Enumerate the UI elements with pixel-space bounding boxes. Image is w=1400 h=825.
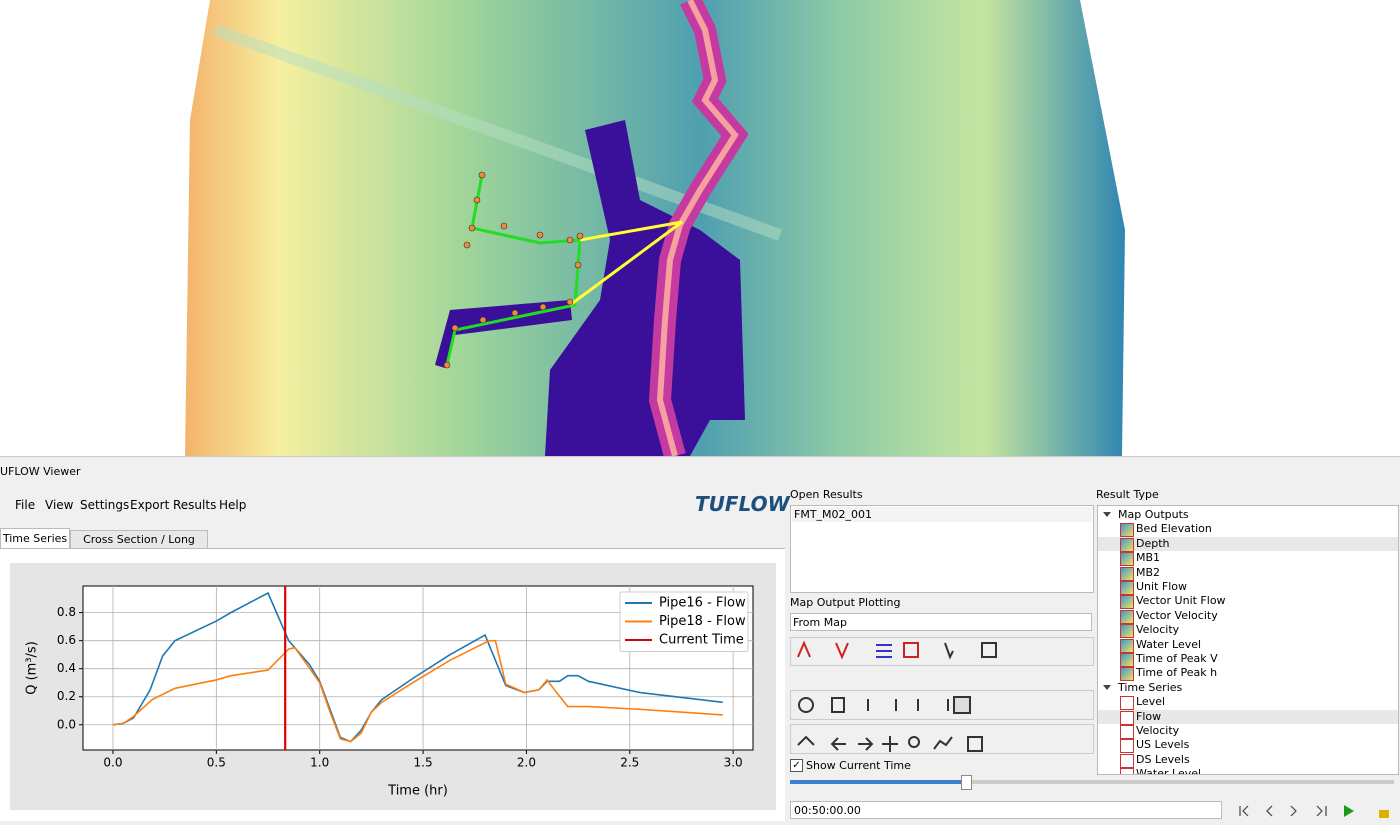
tree-group[interactable]: Time Series [1118, 680, 1183, 694]
tab[interactable]: Cross Section / Long Profile [70, 530, 208, 564]
icon [1120, 537, 1134, 552]
tree-item[interactable]: Bed Elevation [1136, 522, 1212, 536]
toolbar [790, 724, 1094, 754]
label: Open Results [790, 488, 863, 501]
icon [1120, 566, 1134, 581]
expander [1103, 512, 1111, 521]
tree-item[interactable]: Time of Peak V [1136, 652, 1218, 665]
slider-fill [790, 780, 966, 784]
y-tick-label: 0.4 [57, 661, 76, 675]
x-tick-label: 0.0 [103, 756, 122, 770]
icon [1120, 638, 1134, 653]
tree-item[interactable]: Vector Unit Flow [1136, 594, 1226, 608]
toolbar-icons [797, 640, 997, 752]
tree-item[interactable]: Vector Velocity [1136, 608, 1218, 622]
selection [1098, 709, 1398, 724]
legend [619, 591, 749, 652]
results-list[interactable]: FMT_M02_001 [790, 505, 1094, 593]
menu-item[interactable]: Help [219, 498, 247, 512]
flood-area [435, 300, 572, 368]
icon [1120, 710, 1134, 725]
chart: Time (hr) Q (m³/s) 0.0 0.5 1.0 1.5 2.0 2.5 3.0… [10, 563, 776, 810]
line-series [112, 591, 723, 743]
y-tick-label: 0.0 [57, 717, 76, 731]
selection [1098, 536, 1398, 551]
x-tick-label: 3.0 [724, 756, 743, 770]
icon [1120, 768, 1134, 774]
icon [1120, 725, 1134, 739]
checkbox[interactable]: ✓ [790, 759, 803, 772]
slider-handle[interactable] [961, 775, 972, 790]
legend-label: Pipe18 - Flow [659, 614, 746, 629]
menu-item[interactable]: View [45, 498, 74, 512]
label: Result Type [1096, 488, 1159, 501]
icon [1120, 624, 1134, 639]
menu-item[interactable]: Export [130, 498, 170, 512]
channel [656, 0, 739, 456]
tree-item[interactable]: Water Level [1136, 637, 1202, 651]
toolbar [790, 690, 1094, 720]
icon [1120, 523, 1134, 538]
dropdown[interactable]: From Map [790, 613, 1092, 631]
line-series [112, 639, 723, 743]
x-tick-label: 1.5 [414, 756, 433, 770]
icon [1120, 696, 1134, 711]
label: Map Output Plotting [790, 596, 901, 609]
x-tick-label: 0.5 [207, 756, 226, 770]
result-tree[interactable]: Map Outputs Bed Elevation Depth MB1 MB2 Unit … [1097, 505, 1399, 775]
tab[interactable]: Time Series [0, 528, 70, 549]
flood-area [545, 120, 745, 456]
map-canvas[interactable] [0, 0, 1400, 456]
time-combo[interactable]: 00:50:00.00 [790, 801, 1222, 819]
tree-item[interactable]: MB2 [1136, 565, 1161, 579]
x-tick-label: 2.0 [517, 756, 536, 770]
tree-item[interactable]: Unit Flow [1136, 580, 1187, 593]
tree-item[interactable]: Water Level [1136, 767, 1202, 775]
tree-item[interactable]: Velocity [1136, 623, 1180, 637]
menu-item[interactable]: File [15, 498, 36, 512]
window-title: UFLOW Viewer [0, 465, 81, 478]
icon [1120, 753, 1134, 768]
x-tick-label: 2.5 [620, 756, 639, 770]
tree-item[interactable]: Time of Peak h [1136, 666, 1218, 680]
icon [1120, 552, 1134, 567]
icon [1120, 739, 1134, 754]
icon [1120, 667, 1134, 682]
icon [1120, 609, 1134, 624]
tree-item[interactable]: Level [1136, 695, 1166, 709]
playback[interactable] [1230, 800, 1400, 822]
legend-label: Current Time [659, 633, 744, 648]
icon [1120, 653, 1134, 667]
tree-item[interactable]: Velocity [1136, 724, 1180, 737]
result-item[interactable]: FMT_M02_001 [792, 507, 1092, 522]
pipes [569, 220, 683, 307]
slider-track [966, 780, 1394, 784]
menu-item[interactable]: Settings [80, 498, 130, 512]
menu-item[interactable]: Results [173, 498, 217, 512]
icon [1120, 595, 1134, 610]
tree-item[interactable]: DS Levels [1136, 752, 1190, 766]
logo: TUFLOW [695, 492, 790, 516]
y-tick-label: 0.8 [57, 605, 76, 619]
y-tick-label: 0.2 [57, 689, 76, 703]
checkbox-label: Show Current Time [806, 759, 911, 772]
y-axis-label: Q (m³/s) [25, 641, 40, 695]
icon [1120, 581, 1134, 595]
tree-item[interactable]: US Levels [1136, 738, 1190, 752]
nodes [443, 171, 584, 369]
expander [1103, 684, 1111, 694]
x-tick-label: 1.0 [310, 756, 329, 770]
tree-group[interactable]: Map Outputs [1118, 508, 1189, 521]
tree-item[interactable]: MB1 [1136, 551, 1161, 565]
tree-item[interactable]: Depth [1136, 536, 1170, 550]
tree-item[interactable]: Flow [1136, 709, 1162, 723]
x-axis-label: Time (hr) [387, 784, 448, 799]
y-tick-label: 0.6 [57, 633, 76, 647]
legend-label: Pipe16 - Flow [659, 596, 746, 611]
